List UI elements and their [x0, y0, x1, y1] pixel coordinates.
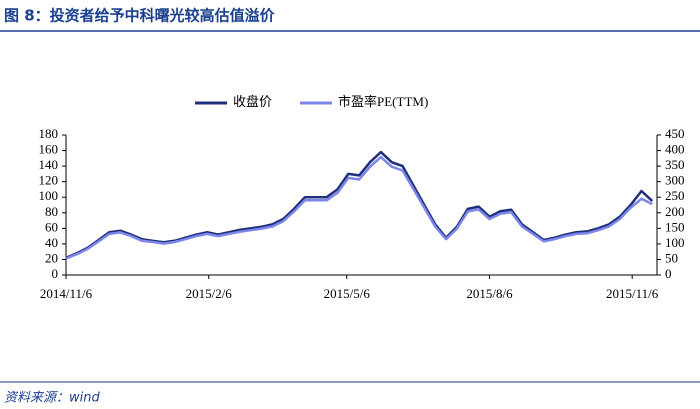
chart-title: 图 8：投资者给予中科曙光较高估值溢价 — [4, 7, 276, 25]
y-tick-label: 180 — [39, 126, 59, 141]
legend-label: 市盈率PE(TTM) — [338, 94, 428, 109]
x-tick-label: 2015/5/6 — [324, 286, 371, 301]
y2-tick-label: 200 — [665, 204, 685, 219]
y2-tick-label: 350 — [665, 157, 685, 172]
y-tick-label: 40 — [45, 235, 58, 250]
y-tick-label: 100 — [39, 188, 59, 203]
y2-tick-label: 0 — [665, 266, 672, 281]
y-tick-label: 80 — [45, 204, 58, 219]
y-tick-label: 0 — [52, 266, 59, 281]
y2-tick-label: 150 — [665, 219, 685, 234]
x-tick-label: 2015/2/6 — [186, 286, 233, 301]
x-tick-label: 2015/8/6 — [466, 286, 513, 301]
x-tick-label: 2014/11/6 — [40, 286, 93, 301]
source: 资料来源：wind — [4, 391, 100, 406]
y2-tick-label: 50 — [665, 250, 678, 265]
y2-tick-label: 300 — [665, 173, 685, 188]
series-line — [65, 150, 654, 260]
y2-tick-label: 100 — [665, 235, 685, 250]
x-tick-label: 2015/11/6 — [606, 286, 659, 301]
series-line — [65, 155, 653, 260]
y-tick-label: 20 — [45, 250, 58, 265]
legend-label: 收盘价 — [233, 94, 272, 109]
y-tick-label: 120 — [39, 173, 59, 188]
y-tick-label: 60 — [45, 219, 58, 234]
y-tick-label: 140 — [39, 157, 59, 172]
y2-tick-label: 400 — [665, 142, 685, 157]
y2-tick-label: 450 — [665, 126, 685, 141]
y-tick-label: 160 — [39, 142, 59, 157]
y2-tick-label: 250 — [665, 188, 685, 203]
